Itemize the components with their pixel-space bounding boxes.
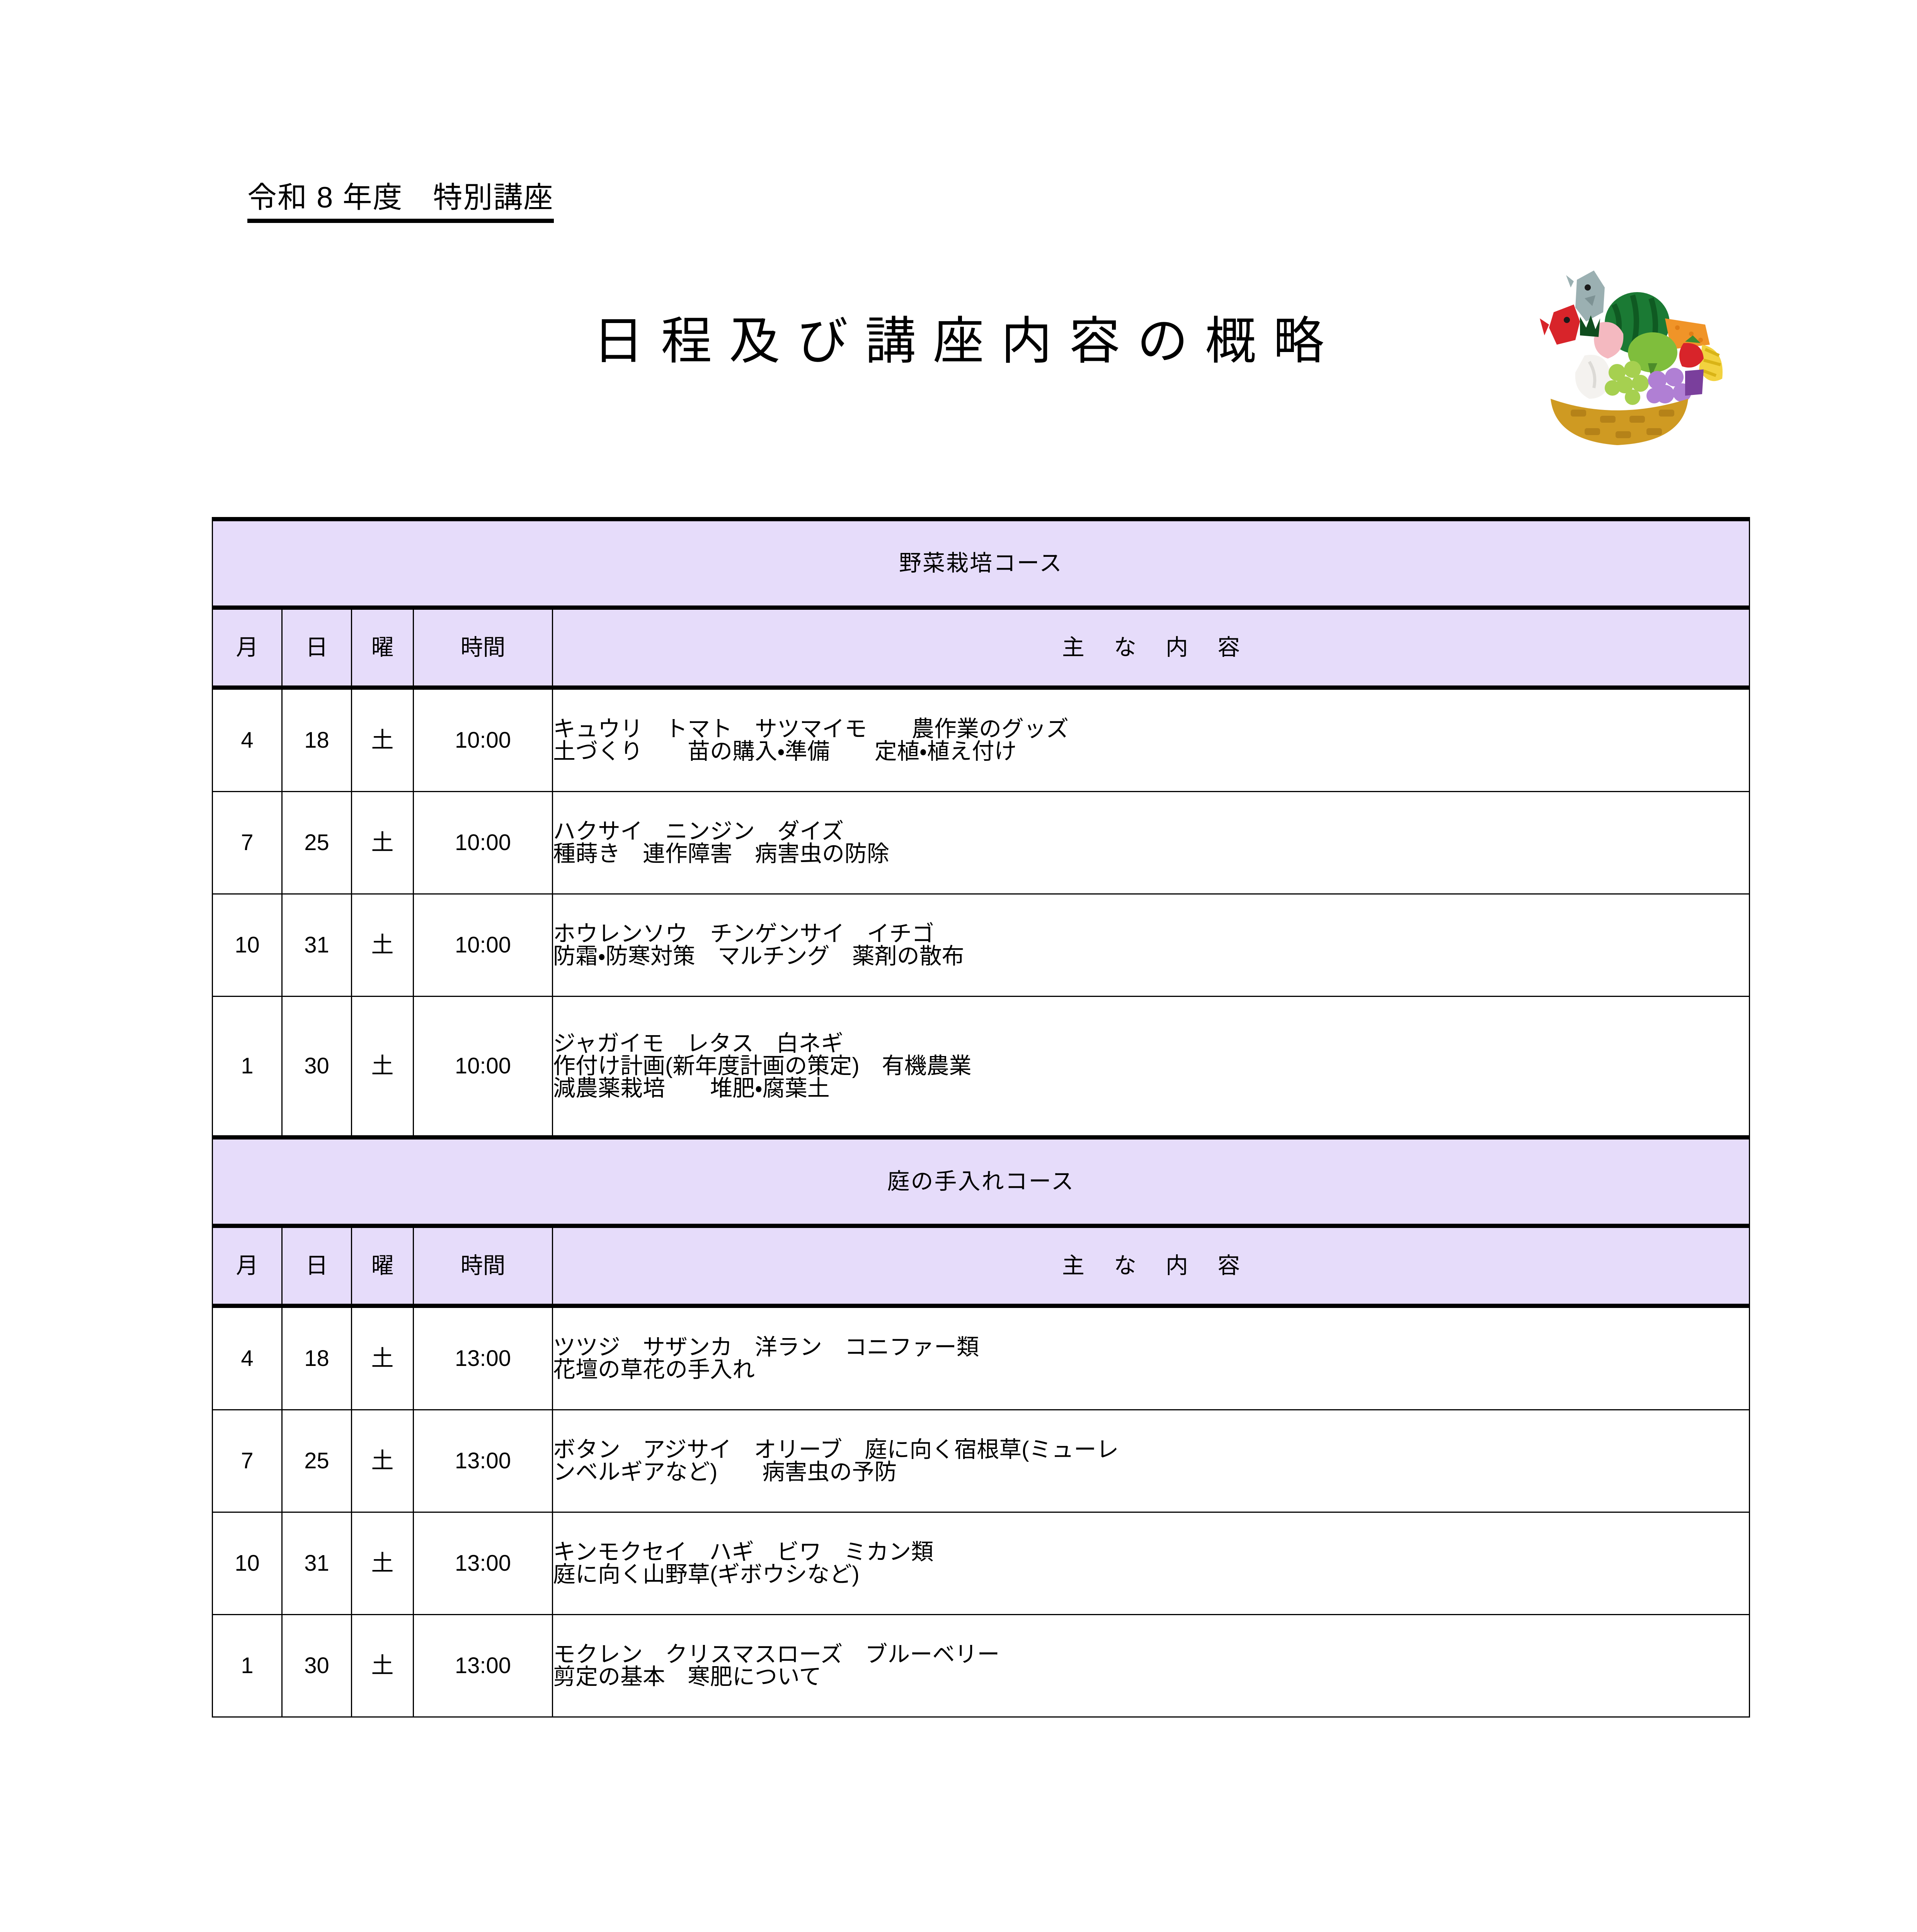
cell-day: 18 <box>281 1305 352 1410</box>
cell-month: 4 <box>212 687 283 792</box>
col-header-content: 主 な 内 容 <box>552 607 1750 690</box>
cell-month: 7 <box>212 1409 283 1513</box>
table-row: 10 31 土 10:00 ホウレンソウ チンゲンサイ イチゴ 防霜・防寒対策 … <box>212 893 1750 997</box>
cell-day: 31 <box>281 1512 352 1615</box>
cell-time: 13:00 <box>413 1614 553 1718</box>
col-header-weekday: 曜 <box>351 1225 414 1308</box>
cell-content: ツツジ サザンカ 洋ラン コニファー類 花壇の草花の手入れ <box>552 1305 1750 1410</box>
content-line: ツツジ サザンカ 洋ラン コニファー類 <box>553 1335 979 1360</box>
cell-weekday: 土 <box>351 1512 414 1615</box>
table-row: 4 18 土 10:00 キュウリ トマト サツマイモ 農作業のグッズ 土づくり… <box>212 687 1750 792</box>
content-line: ハクサイ ニンジン ダイズ <box>553 819 844 844</box>
vegetable-basket-illustration <box>1500 247 1731 448</box>
content-line: 土づくり 苗の購入・準備 定植・植え付け <box>553 739 1017 764</box>
column-header-row: 月 日 曜 時間 主 な 内 容 <box>212 607 1750 690</box>
cell-month: 10 <box>212 893 283 997</box>
cell-day: 25 <box>281 1409 352 1513</box>
content-line: ンベルギアなど) 病害虫の予防 <box>553 1459 897 1485</box>
cell-time: 10:00 <box>413 996 553 1138</box>
col-header-day: 日 <box>281 1225 352 1308</box>
content-line: モクレン クリスマスローズ ブルーベリー <box>553 1642 1000 1667</box>
cell-time: 10:00 <box>413 791 553 895</box>
cell-weekday: 土 <box>351 687 414 792</box>
cell-day: 31 <box>281 893 352 997</box>
cell-day: 30 <box>281 1614 352 1718</box>
col-header-content: 主 な 内 容 <box>552 1225 1750 1308</box>
course-title-garden: 庭の手入れコース <box>212 1135 1750 1228</box>
cell-content: モクレン クリスマスローズ ブルーベリー 剪定の基本 寒肥について <box>552 1614 1750 1718</box>
course-band-row: 庭の手入れコース <box>212 1135 1750 1228</box>
cell-content: ハクサイ ニンジン ダイズ 種蒔き 連作障害 病害虫の防除 <box>552 791 1750 895</box>
content-line: 種蒔き 連作障害 病害虫の防除 <box>553 841 890 866</box>
col-header-day: 日 <box>281 607 352 690</box>
col-header-weekday: 曜 <box>351 607 414 690</box>
cell-weekday: 土 <box>351 1305 414 1410</box>
content-line: キュウリ トマト サツマイモ 農作業のグッズ <box>553 716 1069 742</box>
content-line: 作付け計画(新年度計画の策定) 有機農業 <box>553 1053 972 1078</box>
table-row: 1 30 土 10:00 ジャガイモ レタス 白ネギ 作付け計画(新年度計画の策… <box>212 996 1750 1138</box>
cell-weekday: 土 <box>351 1409 414 1513</box>
content-line: 防霜・防寒対策 マルチング 薬剤の散布 <box>553 944 964 969</box>
cell-month: 4 <box>212 1305 283 1410</box>
cell-day: 18 <box>281 687 352 792</box>
col-header-month: 月 <box>212 607 283 690</box>
content-line: 庭に向く山野草(ギボウシなど) <box>553 1562 860 1587</box>
table-row: 1 30 土 13:00 モクレン クリスマスローズ ブルーベリー 剪定の基本 … <box>212 1614 1750 1718</box>
cell-weekday: 土 <box>351 996 414 1138</box>
cell-month: 1 <box>212 1614 283 1718</box>
cell-time: 13:00 <box>413 1305 553 1410</box>
cell-month: 1 <box>212 996 283 1138</box>
course-title-vegetable: 野菜栽培コース <box>212 517 1750 610</box>
cell-content: キンモクセイ ハギ ビワ ミカン類 庭に向く山野草(ギボウシなど) <box>552 1512 1750 1615</box>
content-line: ホウレンソウ チンゲンサイ イチゴ <box>553 921 935 946</box>
table-row: 4 18 土 13:00 ツツジ サザンカ 洋ラン コニファー類 花壇の草花の手… <box>212 1305 1750 1410</box>
cell-month: 7 <box>212 791 283 895</box>
course-band-row: 野菜栽培コース <box>212 517 1750 610</box>
cell-content: ホウレンソウ チンゲンサイ イチゴ 防霜・防寒対策 マルチング 薬剤の散布 <box>552 893 1750 997</box>
cell-time: 13:00 <box>413 1512 553 1615</box>
cell-day: 25 <box>281 791 352 895</box>
content-line: 剪定の基本 寒肥について <box>553 1664 822 1689</box>
cell-content: キュウリ トマト サツマイモ 農作業のグッズ 土づくり 苗の購入・準備 定植・植… <box>552 687 1750 792</box>
column-header-row: 月 日 曜 時間 主 な 内 容 <box>212 1225 1750 1308</box>
cell-weekday: 土 <box>351 893 414 997</box>
content-line: ボタン アジサイ オリーブ 庭に向く宿根草(ミューレ <box>553 1437 1119 1462</box>
cell-content: ジャガイモ レタス 白ネギ 作付け計画(新年度計画の策定) 有機農業 減農薬栽培… <box>552 996 1750 1138</box>
cell-day: 30 <box>281 996 352 1138</box>
page-title: 日程及び講座内容の概略 <box>593 313 1341 369</box>
content-line: 花壇の草花の手入れ <box>553 1357 755 1382</box>
col-header-time: 時間 <box>413 1225 553 1308</box>
cell-month: 10 <box>212 1512 283 1615</box>
cell-content: ボタン アジサイ オリーブ 庭に向く宿根草(ミューレ ンベルギアなど) 病害虫の… <box>552 1409 1750 1513</box>
content-line: 減農薬栽培 堆肥・腐葉土 <box>553 1076 830 1101</box>
cell-weekday: 土 <box>351 791 414 895</box>
content-line: ジャガイモ レタス 白ネギ <box>553 1031 844 1056</box>
table-row: 10 31 土 13:00 キンモクセイ ハギ ビワ ミカン類 庭に向く山野草(… <box>212 1512 1750 1615</box>
content-line: キンモクセイ ハギ ビワ ミカン類 <box>553 1539 934 1565</box>
cell-time: 10:00 <box>413 687 553 792</box>
course-schedule-table: 野菜栽培コース 月 日 曜 時間 主 な 内 容 4 18 土 10:00 キュ… <box>212 517 1750 1718</box>
cell-time: 10:00 <box>413 893 553 997</box>
col-header-time: 時間 <box>413 607 553 690</box>
cell-time: 13:00 <box>413 1409 553 1513</box>
col-header-month: 月 <box>212 1225 283 1308</box>
table-row: 7 25 土 10:00 ハクサイ ニンジン ダイズ 種蒔き 連作障害 病害虫の… <box>212 791 1750 895</box>
fiscal-year-heading: 令和 8 年度 特別講座 <box>247 182 554 223</box>
table-row: 7 25 土 13:00 ボタン アジサイ オリーブ 庭に向く宿根草(ミューレ … <box>212 1409 1750 1513</box>
cell-weekday: 土 <box>351 1614 414 1718</box>
